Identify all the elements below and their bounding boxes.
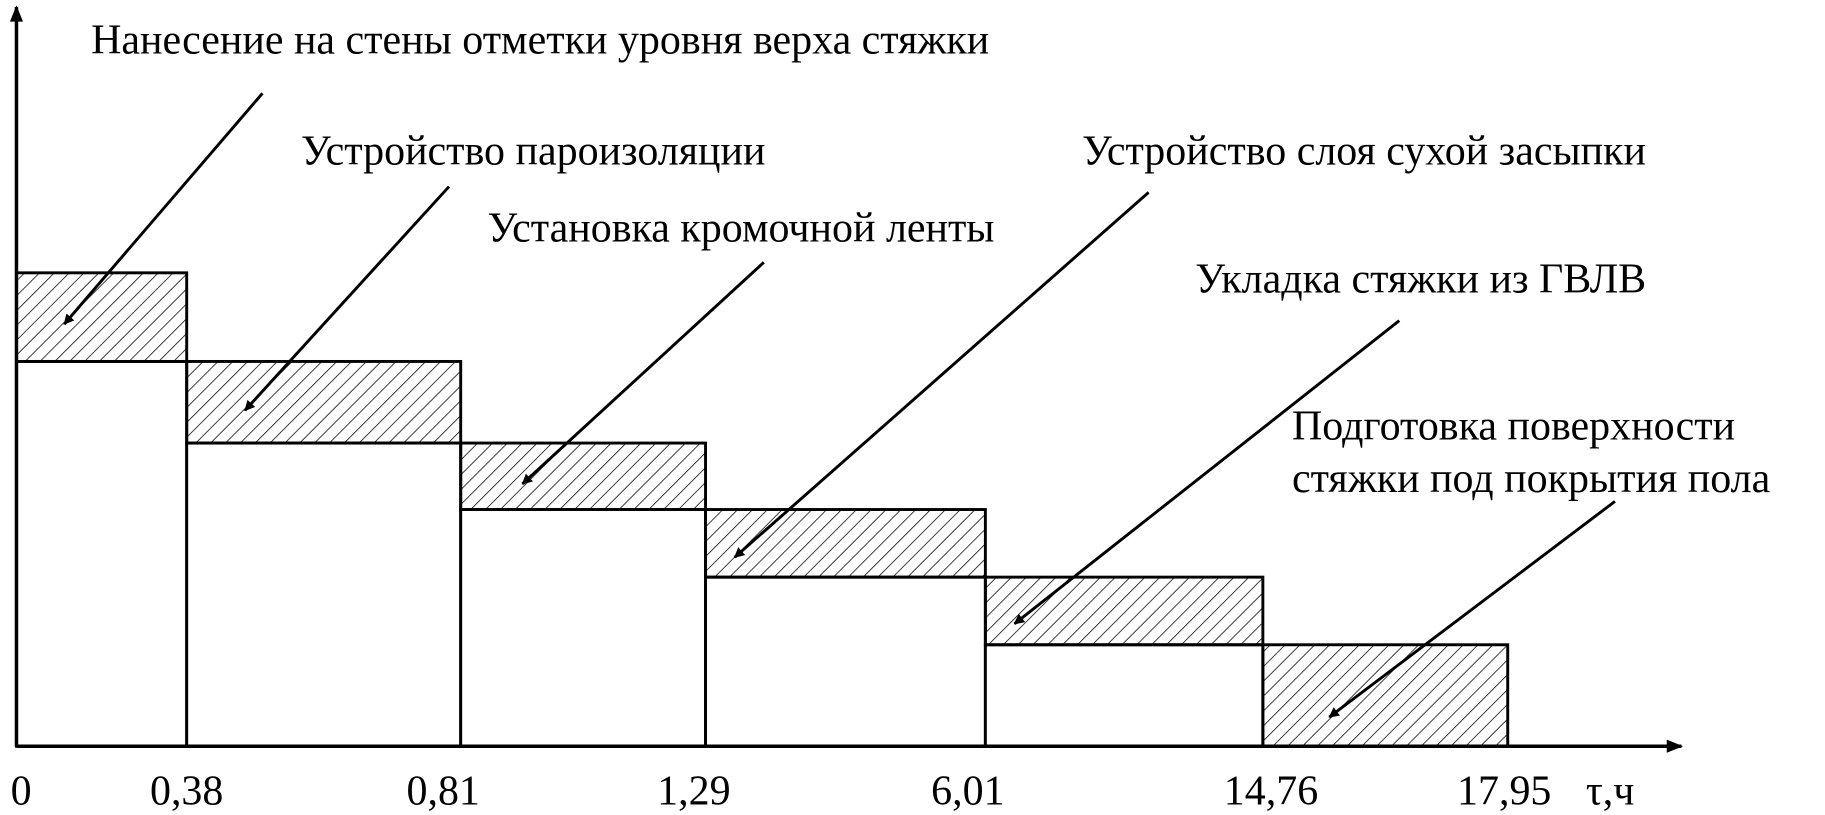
bar-hatch	[15, 271, 189, 363]
tick-label: 1,29	[657, 769, 730, 815]
leader-arrow	[1328, 500, 1616, 719]
tick-label: 0	[11, 769, 32, 815]
bars	[15, 271, 1510, 748]
tick-label: 14,76	[1224, 769, 1318, 815]
bar-hatch	[1261, 643, 1510, 748]
stage-label: Укладка стяжки из ГВЛВ	[1195, 257, 1646, 303]
bar-body	[459, 508, 708, 748]
stage-label: Нанесение на стены отметки уровня верха …	[91, 18, 989, 64]
bar-body	[185, 441, 463, 748]
stage-label: Устройство пароизоляции	[301, 128, 765, 174]
leader-arrow	[243, 185, 451, 412]
leader-arrow	[521, 261, 765, 485]
stage-label: стяжки под покрытия пола	[1292, 456, 1771, 502]
leader-arrow	[1013, 319, 1401, 625]
stage-label: Подготовка поверхности	[1292, 404, 1735, 450]
leader-arrow	[733, 191, 1150, 559]
stage-label: Установка кромочной ленты	[488, 205, 995, 251]
tick-label: 6,01	[931, 769, 1004, 815]
leader-arrow	[63, 92, 264, 326]
tick-label: 0,38	[150, 769, 223, 815]
stage-label: Устройство слоя сухой засыпки	[1082, 128, 1646, 174]
axis-unit: τ,ч	[1586, 769, 1634, 815]
tick-label: 17,95	[1457, 769, 1551, 815]
bar-body	[704, 575, 987, 748]
bar-hatch	[983, 575, 1265, 647]
bar-body	[15, 359, 189, 748]
tick-label: 0,81	[406, 769, 479, 815]
leaders	[63, 92, 1616, 719]
bar-body	[983, 643, 1265, 748]
bar-hatch	[704, 508, 987, 579]
bar-hatch	[459, 441, 708, 511]
bar-hatch	[185, 359, 463, 445]
